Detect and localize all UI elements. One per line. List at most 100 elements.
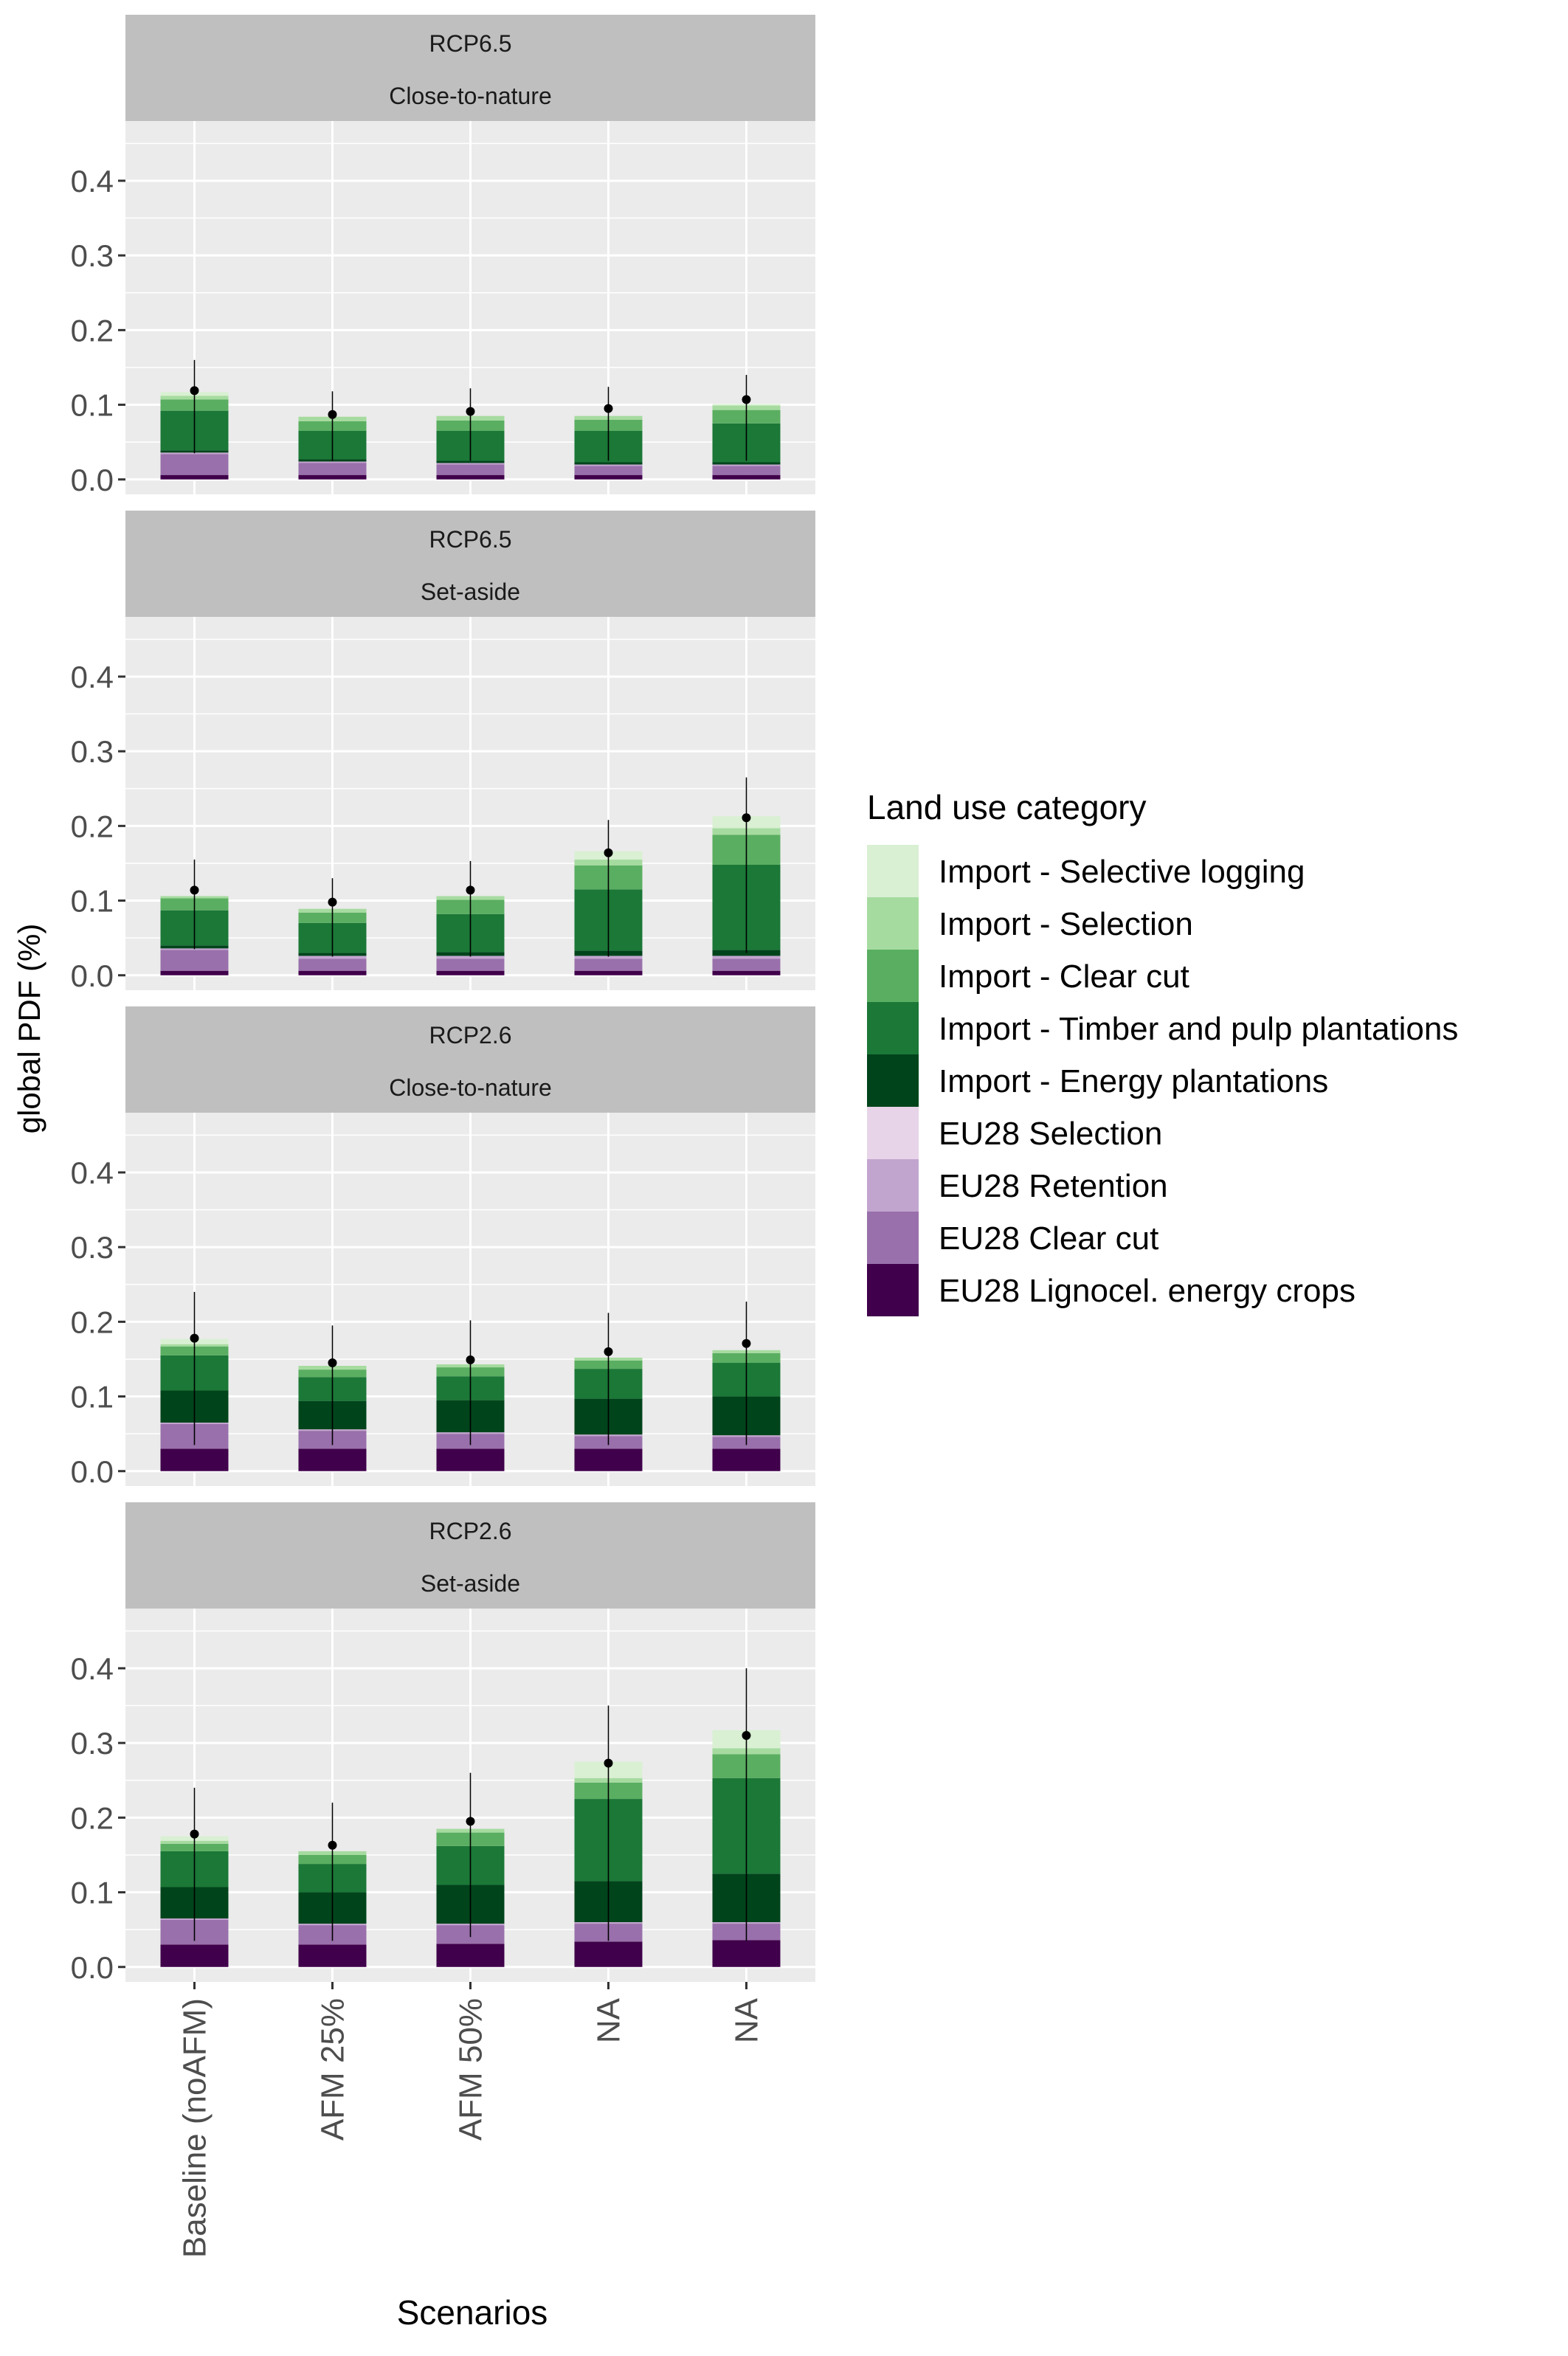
bar-segment xyxy=(160,948,229,950)
legend-label: Import - Timber and pulp plantations xyxy=(939,1011,1458,1047)
legend-swatch xyxy=(867,897,919,950)
y-tick-label: 0.0 xyxy=(71,463,114,497)
legend-swatch xyxy=(867,1212,919,1264)
y-tick-label: 0.3 xyxy=(71,734,114,769)
bar-segment xyxy=(298,1448,367,1471)
y-tick-label: 0.4 xyxy=(71,1155,114,1190)
strip-label-management: Set-aside xyxy=(421,578,520,605)
bar-segment xyxy=(160,1448,229,1471)
mean-point xyxy=(742,1338,751,1348)
legend-swatch xyxy=(867,1159,919,1212)
legend-entries: Import - Selective logging Import - Selec… xyxy=(867,845,1458,1316)
y-tick-label: 0.2 xyxy=(71,809,114,843)
panel-1: RCP6.5 Close-to-nature 0.0 0.1 0.2 0.3 0.4 xyxy=(71,15,815,497)
legend-label: EU28 Selection xyxy=(939,1116,1162,1152)
bar-segment xyxy=(574,466,643,475)
mean-point xyxy=(466,885,475,895)
legend-swatch xyxy=(867,950,919,1002)
y-tick-label: 0.1 xyxy=(71,884,114,919)
bar-segment xyxy=(436,970,505,975)
legend-label: Import - Energy plantations xyxy=(939,1063,1328,1099)
bar-segment xyxy=(160,474,229,480)
y-tick-label: 0.3 xyxy=(71,1230,114,1265)
bar-segment xyxy=(160,1944,229,1967)
bar-segment xyxy=(574,474,643,480)
bar-segment xyxy=(160,950,229,971)
strip-background xyxy=(125,511,815,617)
mean-point xyxy=(190,1829,199,1839)
bar-segment xyxy=(712,466,781,475)
mean-point xyxy=(604,848,613,857)
x-tick-label: Baseline (noAFM) xyxy=(177,1998,213,2258)
x-tick-label: AFM 25% xyxy=(315,1998,351,2141)
bar-segment xyxy=(574,956,643,959)
legend-swatch xyxy=(867,1264,919,1316)
mean-point xyxy=(328,897,337,907)
legend-label: Import - Clear cut xyxy=(939,958,1189,995)
mean-point xyxy=(328,1358,337,1368)
bar-segment xyxy=(298,1944,367,1967)
strip-label-scenario: RCP2.6 xyxy=(429,1022,511,1049)
strip-label-scenario: RCP6.5 xyxy=(429,30,511,57)
y-tick-label: 0.0 xyxy=(71,1454,114,1489)
bar-segment xyxy=(436,463,505,465)
mean-point xyxy=(466,407,475,416)
x-axis-label: Scenarios xyxy=(397,2293,548,2332)
legend-label: EU28 Lignocel. energy crops xyxy=(939,1273,1355,1309)
bar-segment xyxy=(298,474,367,480)
bar-segment xyxy=(436,464,505,475)
legend-swatch xyxy=(867,1054,919,1107)
mean-point xyxy=(328,1840,337,1850)
mean-point xyxy=(190,386,199,395)
y-tick-label: 0.2 xyxy=(71,313,114,348)
mean-point xyxy=(604,1347,613,1356)
bar-segment xyxy=(712,1940,781,1967)
y-tick-label: 0.3 xyxy=(71,238,114,273)
mean-point xyxy=(190,885,199,895)
bar-segment xyxy=(160,454,229,475)
bar-segment xyxy=(712,970,781,975)
bar-segment xyxy=(574,958,643,971)
y-tick-label: 0.4 xyxy=(71,164,114,198)
bar-segment xyxy=(574,1448,643,1471)
x-tick-label: AFM 50% xyxy=(453,1998,489,2141)
strip-label-scenario: RCP2.6 xyxy=(429,1518,511,1544)
y-tick-label: 0.4 xyxy=(71,1651,114,1686)
strip-label-management: Close-to-nature xyxy=(389,1074,552,1101)
y-tick-label: 0.4 xyxy=(71,660,114,694)
mean-point xyxy=(742,1731,751,1741)
bar-segment xyxy=(298,958,367,971)
bar-segment xyxy=(298,461,367,463)
mean-point xyxy=(190,1333,199,1343)
bar-segment xyxy=(574,1941,643,1967)
bar-segment xyxy=(436,958,505,971)
bar-segment xyxy=(298,970,367,975)
x-axis: Baseline (noAFM) AFM 25% AFM 50% NA NA xyxy=(177,1982,765,2258)
x-tick-label: NA xyxy=(591,1997,627,2043)
panel-4: RCP2.6 Set-aside 0.0 0.1 0.2 0.3 0.4 xyxy=(71,1502,815,1985)
bar-segment xyxy=(436,956,505,959)
legend-label: Import - Selective logging xyxy=(939,854,1305,890)
x-tick-label: NA xyxy=(729,1997,765,2043)
mean-point xyxy=(742,395,751,404)
bar-segment xyxy=(712,958,781,971)
mean-point xyxy=(466,1355,475,1364)
strip-label-management: Close-to-nature xyxy=(389,83,552,109)
bar-segment xyxy=(298,956,367,959)
bar-segment xyxy=(436,460,505,463)
legend-label: Import - Selection xyxy=(939,906,1193,942)
bar-segment xyxy=(436,1944,505,1967)
legend: Land use category Import - Selective log… xyxy=(867,788,1458,1316)
strip-label-scenario: RCP6.5 xyxy=(429,526,511,553)
bar-segment xyxy=(160,970,229,975)
bar-segment xyxy=(712,956,781,959)
mean-point xyxy=(742,813,751,823)
strip-background xyxy=(125,1006,815,1113)
legend-label: EU28 Clear cut xyxy=(939,1220,1158,1257)
bar-segment xyxy=(712,462,781,465)
bar-segment xyxy=(712,464,781,466)
legend-swatch xyxy=(867,845,919,897)
panel-3: RCP2.6 Close-to-nature 0.0 0.1 0.2 0.3 0.4 xyxy=(71,1006,815,1489)
